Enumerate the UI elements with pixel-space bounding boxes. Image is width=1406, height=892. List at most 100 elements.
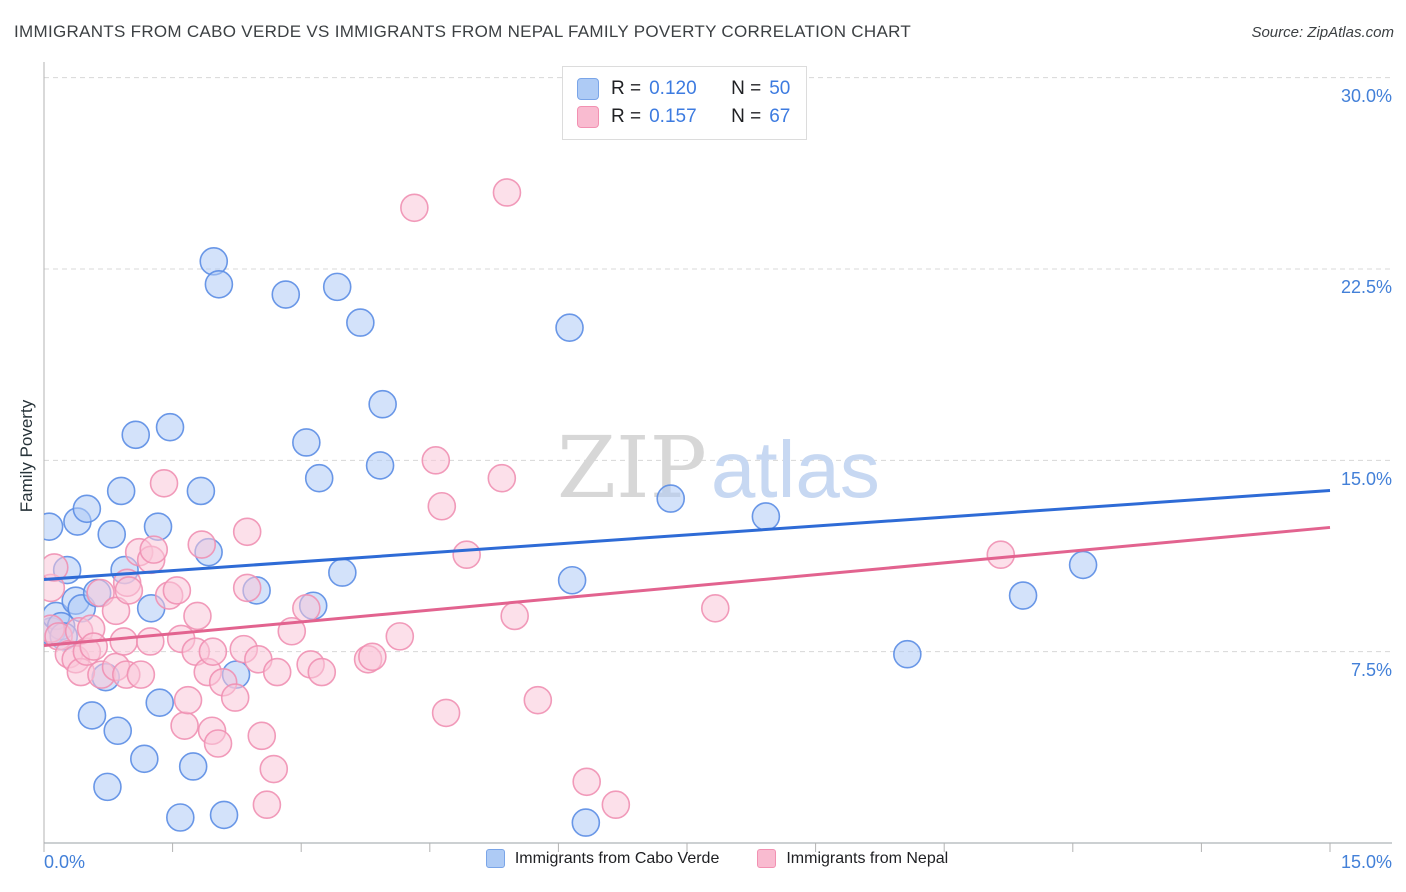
scatter-point-nepal[interactable] — [252, 790, 282, 820]
stats-row-nepal: R = 0.157 N = 67 — [577, 103, 790, 131]
scatter-point-cabo-verde[interactable] — [571, 808, 601, 837]
zipatlas-watermark: ZIPatlas — [557, 419, 880, 518]
scatter-point-nepal[interactable] — [385, 622, 415, 651]
scatter-point-cabo-verde[interactable] — [130, 744, 159, 774]
scatter-point-nepal[interactable] — [149, 468, 179, 498]
scatter-point-nepal[interactable] — [41, 553, 69, 582]
scatter-point-nepal[interactable] — [421, 446, 451, 475]
scatter-point-nepal[interactable] — [700, 594, 730, 623]
scatter-point-cabo-verde[interactable] — [121, 420, 151, 450]
scatter-point-nepal[interactable] — [183, 601, 212, 631]
scatter-point-nepal[interactable] — [136, 627, 165, 656]
scatter-point-nepal[interactable] — [173, 685, 203, 715]
scatter-point-nepal[interactable] — [292, 594, 321, 623]
source-credit: Source: ZipAtlas.com — [1251, 24, 1394, 41]
scatter-point-cabo-verde[interactable] — [328, 558, 357, 587]
n-value: 50 — [769, 78, 791, 99]
scatter-point-nepal[interactable] — [452, 540, 481, 570]
y-tick-22-5: 22.5% — [1340, 277, 1392, 297]
scatter-point-nepal[interactable] — [114, 576, 144, 605]
scatter-point-cabo-verde[interactable] — [93, 772, 122, 802]
scatter-point-nepal[interactable] — [79, 632, 109, 661]
scatter-point-nepal[interactable] — [220, 683, 250, 712]
scatter-point-cabo-verde[interactable] — [166, 803, 195, 832]
scatter-point-cabo-verde[interactable] — [72, 494, 102, 524]
scatter-point-cabo-verde[interactable] — [204, 270, 234, 299]
scatter-point-cabo-verde[interactable] — [751, 502, 781, 531]
cabo-verde-legend-label: Immigrants from Cabo Verde — [514, 849, 720, 867]
scatter-point-cabo-verde[interactable] — [322, 272, 352, 302]
scatter-point-cabo-verde[interactable] — [557, 565, 587, 595]
nepal-legend-swatch — [757, 849, 777, 868]
r-value: 0.157 — [649, 106, 697, 127]
x-tick-max: 15.0% — [1340, 852, 1392, 872]
scatter-point-cabo-verde[interactable] — [368, 389, 397, 419]
legend-item-nepal[interactable]: Immigrants from Nepal — [757, 849, 948, 868]
x-tick-min: 0.0% — [44, 852, 86, 872]
scatter-point-nepal[interactable] — [109, 627, 139, 656]
scatter-point-nepal[interactable] — [101, 596, 131, 626]
scatter-point-nepal[interactable] — [572, 767, 601, 797]
scatter-point-cabo-verde[interactable] — [36, 512, 64, 541]
scatter-point-nepal[interactable] — [232, 573, 262, 603]
scatter-point-nepal[interactable] — [203, 729, 233, 758]
scatter-point-cabo-verde[interactable] — [77, 701, 107, 730]
scatter-point-nepal[interactable] — [307, 657, 337, 687]
legend-item-cabo-verde[interactable]: Immigrants from Cabo Verde — [485, 849, 720, 868]
scatter-point-nepal[interactable] — [232, 517, 262, 547]
scatter-point-cabo-verde[interactable] — [145, 688, 175, 717]
scatter-point-nepal[interactable] — [162, 576, 192, 605]
n-label: N = — [731, 106, 762, 127]
scatter-point-nepal[interactable] — [523, 685, 553, 715]
scatter-point-cabo-verde[interactable] — [271, 280, 301, 309]
watermark-zip: ZIP — [557, 419, 707, 518]
scatter-point-cabo-verde[interactable] — [178, 752, 208, 781]
scatter-point-cabo-verde[interactable] — [365, 451, 395, 480]
scatter-point-nepal[interactable] — [986, 540, 1016, 570]
scatter-point-cabo-verde[interactable] — [97, 520, 127, 549]
scatter-point-nepal[interactable] — [487, 463, 517, 493]
scatter-point-nepal[interactable] — [431, 698, 461, 728]
y-axis-title: Family Poverty — [17, 399, 36, 513]
scatter-point-nepal[interactable] — [170, 711, 199, 740]
r-value: 0.120 — [649, 78, 697, 99]
n-label: N = — [731, 78, 762, 99]
scatter-point-nepal[interactable] — [601, 790, 631, 820]
cabo-verde-legend-swatch — [485, 849, 505, 868]
scatter-point-nepal[interactable] — [500, 601, 529, 631]
scatter-point-cabo-verde[interactable] — [186, 476, 216, 506]
correlation-stats-box: R = 0.120 N = 50 R = 0.157 N = 67 — [562, 66, 808, 140]
scatter-point-nepal[interactable] — [198, 637, 228, 666]
scatter-point-cabo-verde[interactable] — [346, 308, 375, 337]
r-label: R = — [611, 106, 642, 127]
r-label: R = — [611, 78, 642, 99]
trend-line-cabo-verde — [43, 488, 1331, 581]
scatter-point-cabo-verde[interactable] — [1008, 581, 1038, 610]
scatter-point-cabo-verde[interactable] — [893, 639, 922, 669]
scatter-point-cabo-verde[interactable] — [1068, 550, 1098, 580]
scatter-point-nepal[interactable] — [492, 178, 522, 207]
scatter-point-cabo-verde[interactable] — [656, 484, 686, 513]
scatter-point-nepal[interactable] — [139, 535, 169, 564]
stats-row-cabo-verde: R = 0.120 N = 50 — [577, 75, 790, 103]
scatter-point-nepal[interactable] — [400, 193, 429, 223]
scatter-point-nepal[interactable] — [247, 721, 277, 751]
scatter-point-cabo-verde[interactable] — [304, 463, 334, 493]
scatter-point-cabo-verde[interactable] — [292, 428, 321, 457]
cabo-verde-swatch — [577, 78, 599, 100]
scatter-point-nepal[interactable] — [126, 660, 156, 689]
scatter-point-nepal[interactable] — [358, 642, 387, 672]
y-tick-30: 30.0% — [1340, 86, 1392, 106]
scatter-point-nepal[interactable] — [259, 754, 289, 784]
series-legend: Immigrants from Cabo Verde Immigrants fr… — [0, 849, 1406, 868]
scatter-point-cabo-verde[interactable] — [555, 313, 584, 342]
y-tick-15: 15.0% — [1340, 469, 1392, 489]
scatter-point-nepal[interactable] — [262, 657, 292, 687]
scatter-point-cabo-verde[interactable] — [209, 800, 239, 830]
scatter-point-cabo-verde[interactable] — [103, 716, 133, 746]
scatter-point-nepal[interactable] — [427, 491, 457, 521]
scatter-point-nepal[interactable] — [187, 530, 217, 559]
scatter-point-cabo-verde[interactable] — [155, 412, 185, 442]
scatter-point-cabo-verde[interactable] — [106, 476, 136, 506]
